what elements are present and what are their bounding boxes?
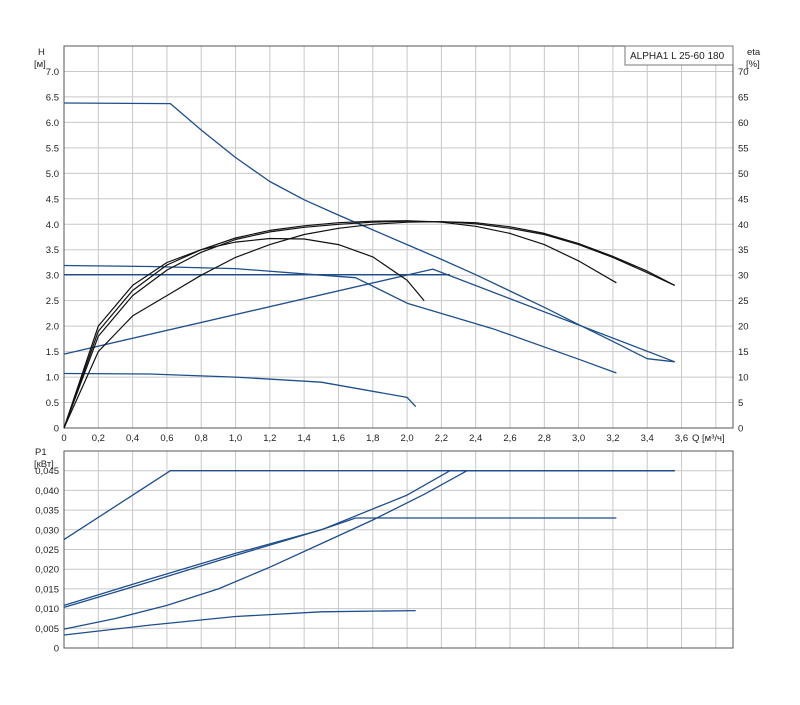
y-tick-label: 5.5 xyxy=(46,143,59,154)
efficiency-curve-8 xyxy=(63,221,675,429)
y-tick-label: 2.0 xyxy=(46,322,59,333)
y2-tick-label: 20 xyxy=(738,322,749,333)
top-plot-area xyxy=(63,45,734,429)
p1-tick-label: 0 xyxy=(54,644,59,655)
power-curve-0 xyxy=(63,470,675,541)
x-tick-label: 2,0 xyxy=(400,433,413,444)
top-y-tick-labels: 0 0.5 1.0 1.5 2.0 2.5 3.0 3.5 4.0 4.5 5.0 5.5 6.0 6.5… xyxy=(46,67,59,435)
p1-tick-label: 0,035 xyxy=(35,506,59,517)
x-tick-label: 2,4 xyxy=(469,433,482,444)
y2-tick-label: 40 xyxy=(738,220,749,231)
p1-tick-label: 0,010 xyxy=(35,604,59,615)
top-x-tick-labels: 0 0,2 0,4 0,6 0,8 1,0 1,2 1,4 1,6 1,8 2,0 2,2 2,4 2,6… xyxy=(61,433,688,444)
y-tick-label: 4.0 xyxy=(46,220,59,231)
y-tick-label: 2.5 xyxy=(46,296,59,307)
bottom-plot-area xyxy=(63,450,734,649)
x-tick-label: 0,4 xyxy=(126,433,139,444)
bottom-ylabel-name: P1 xyxy=(35,447,47,458)
y2-tick-label: 30 xyxy=(738,271,749,282)
efficiency-curve-5 xyxy=(63,220,675,429)
y-tick-label: 0 xyxy=(54,424,59,435)
legend-box xyxy=(624,45,734,66)
y-tick-label: 3.5 xyxy=(46,245,59,256)
y-tick-label: 3.0 xyxy=(46,271,59,282)
y2-tick-label: 35 xyxy=(738,245,749,256)
bottom-series-group xyxy=(63,470,675,636)
top-y2label-name: eta xyxy=(747,47,761,58)
y-tick-label: 1.5 xyxy=(46,347,59,358)
head-curve-2 xyxy=(63,372,417,408)
p1-tick-label: 0,005 xyxy=(35,624,59,635)
y-tick-label: 0.5 xyxy=(46,398,59,409)
y2-tick-label: 70 xyxy=(738,67,749,78)
top-ylabel-name: H xyxy=(38,47,45,58)
x-tick-label: 1,4 xyxy=(298,433,311,444)
x-tick-label: 1,6 xyxy=(332,433,345,444)
y2-tick-label: 25 xyxy=(738,296,749,307)
x-tick-label: 1,0 xyxy=(229,433,242,444)
x-tick-label: 3,2 xyxy=(606,433,619,444)
x-tick-label: 0,2 xyxy=(92,433,105,444)
y-tick-label: 6.5 xyxy=(46,92,59,103)
x-tick-label: 0,8 xyxy=(195,433,208,444)
y2-tick-label: 15 xyxy=(738,347,749,358)
top-ylabel-unit: [м] xyxy=(34,59,46,70)
x-tick-label: 3,0 xyxy=(572,433,585,444)
head-curve-0 xyxy=(63,102,675,363)
x-tick-label: 2,2 xyxy=(435,433,448,444)
top-xlabel: Q [м³/ч] xyxy=(692,433,725,444)
y2-tick-label: 45 xyxy=(738,194,749,205)
x-tick-label: 1,8 xyxy=(366,433,379,444)
x-tick-label: 3,6 xyxy=(675,433,688,444)
top-series-group xyxy=(63,102,675,429)
bottom-y-tick-labels: 0 0,005 0,010 0,015 0,020 0,025 0,030 0,035 0,04… xyxy=(35,466,59,654)
top-y2label-unit: [%] xyxy=(746,59,760,70)
y2-tick-label: 65 xyxy=(738,92,749,103)
power-curve-1 xyxy=(63,470,675,607)
power-curve-4 xyxy=(63,609,416,636)
x-tick-label: 0 xyxy=(61,433,66,444)
bottom-chart-grid xyxy=(64,451,733,648)
y2-tick-label: 0 xyxy=(738,424,743,435)
y-tick-label: 7.0 xyxy=(46,67,59,78)
head-curve-1 xyxy=(63,264,617,374)
efficiency-curve-7 xyxy=(63,237,425,429)
head-curve-4 xyxy=(63,268,675,363)
p1-tick-label: 0,045 xyxy=(35,466,59,477)
x-tick-label: 0,6 xyxy=(160,433,173,444)
p1-tick-label: 0,040 xyxy=(35,486,59,497)
power-curve-3 xyxy=(63,470,675,630)
y2-tick-label: 60 xyxy=(738,118,749,129)
top-y2-tick-labels: 0 5 10 15 20 25 30 35 40 45 50 55 60 65 70 xyxy=(738,67,749,435)
y-tick-label: 4.5 xyxy=(46,194,59,205)
y-tick-label: 5.0 xyxy=(46,169,59,180)
y-tick-label: 6.0 xyxy=(46,118,59,129)
legend-text: ALPHA1 L 25-60 180 xyxy=(630,51,725,62)
x-tick-label: 3,4 xyxy=(641,433,654,444)
p1-tick-label: 0,025 xyxy=(35,545,59,556)
x-tick-label: 1,2 xyxy=(263,433,276,444)
bottom-ylabel-unit: [кВт] xyxy=(34,459,54,470)
p1-tick-label: 0,015 xyxy=(35,584,59,595)
x-tick-label: 2,8 xyxy=(538,433,551,444)
x-tick-label: 2,6 xyxy=(503,433,516,444)
y2-tick-label: 50 xyxy=(738,169,749,180)
y2-tick-label: 55 xyxy=(738,143,749,154)
y2-tick-label: 10 xyxy=(738,373,749,384)
p1-tick-label: 0,030 xyxy=(35,525,59,536)
power-curve-2 xyxy=(63,517,617,609)
y2-tick-label: 5 xyxy=(738,398,743,409)
efficiency-curve-6 xyxy=(63,220,617,429)
p1-tick-label: 0,020 xyxy=(35,565,59,576)
y-tick-label: 1.0 xyxy=(46,373,59,384)
